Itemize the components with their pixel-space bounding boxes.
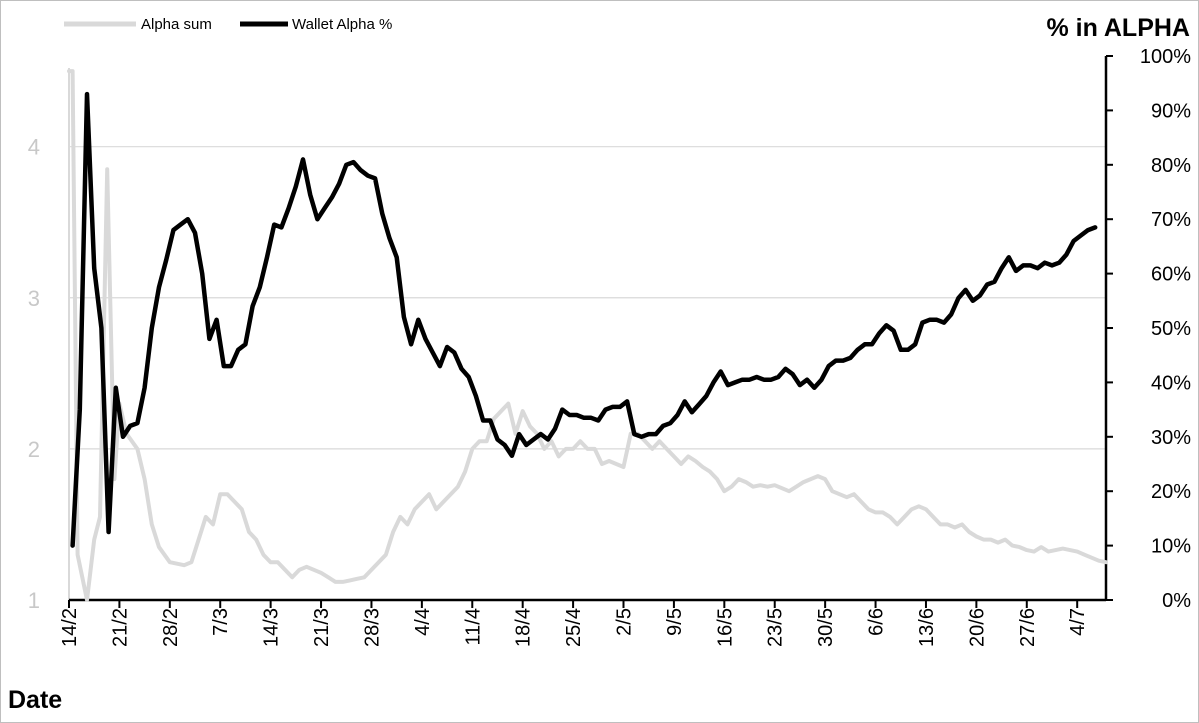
left-tick-label: 1 bbox=[28, 588, 40, 613]
x-tick-label: 27/6 bbox=[1017, 608, 1039, 647]
axes bbox=[68, 56, 1108, 602]
x-tick-label: 11/4 bbox=[462, 608, 484, 645]
x-tick-label: 13/6 bbox=[916, 608, 938, 647]
right-tick-label: 60% bbox=[1151, 264, 1191, 286]
x-tick-label: 28/3 bbox=[361, 608, 383, 647]
left-tick-label: 2 bbox=[28, 437, 40, 462]
x-tick-label: 16/5 bbox=[714, 608, 736, 647]
x-tick-label: 25/4 bbox=[563, 608, 585, 647]
right-tick-label: 20% bbox=[1151, 481, 1191, 503]
x-tick-label: 7/3 bbox=[210, 608, 232, 636]
x-tick-label: 6/6 bbox=[866, 608, 888, 636]
right-tick-label: 0% bbox=[1162, 590, 1191, 612]
right-tick-label: 40% bbox=[1151, 372, 1191, 394]
x-axis-ticks: 14/2 21/2 28/2 7/3 14/3 21/3 28/3 4/4 11/4 18/4 25… bbox=[59, 600, 1089, 647]
x-tick-label: 18/4 bbox=[513, 608, 535, 647]
left-tick-label: 3 bbox=[28, 286, 40, 311]
legend: Alpha sum Wallet Alpha % bbox=[64, 16, 392, 33]
right-tick-label: 100% bbox=[1140, 46, 1191, 68]
right-tick-label: 80% bbox=[1151, 155, 1191, 177]
right-tick-label: 90% bbox=[1151, 100, 1191, 122]
series bbox=[67, 69, 1108, 602]
right-axis-ticks: 0% 10% 20% 30% 40% 50% 60% 70% 80% 90% 100% bbox=[1106, 46, 1191, 612]
right-tick-label: 10% bbox=[1151, 536, 1191, 558]
x-tick-label: 4/7 bbox=[1067, 608, 1089, 636]
x-tick-label: 14/2 bbox=[59, 608, 81, 647]
right-axis-title: % in ALPHA bbox=[1046, 14, 1190, 42]
legend-label-alpha-sum: Alpha sum bbox=[141, 16, 212, 33]
gridlines bbox=[69, 146, 1106, 450]
series-line-wallet-alpha bbox=[70, 91, 1098, 548]
left-tick-label: 4 bbox=[28, 135, 40, 160]
x-tick-label: 20/6 bbox=[966, 608, 988, 647]
x-tick-label: 23/5 bbox=[765, 608, 787, 647]
x-tick-label: 14/3 bbox=[261, 608, 283, 647]
left-axis-ticks: 1 2 3 4 bbox=[28, 135, 40, 613]
right-tick-label: 70% bbox=[1151, 209, 1191, 231]
x-tick-label: 21/3 bbox=[311, 608, 333, 647]
x-axis-title: Date bbox=[8, 686, 62, 714]
x-tick-label: 30/5 bbox=[815, 608, 837, 647]
x-tick-label: 28/2 bbox=[160, 608, 182, 647]
x-tick-label: 9/5 bbox=[664, 608, 686, 636]
series-line-alpha-sum bbox=[67, 69, 1108, 602]
x-tick-label: 21/2 bbox=[109, 608, 131, 647]
right-tick-label: 50% bbox=[1151, 318, 1191, 340]
x-tick-label: 2/5 bbox=[614, 608, 636, 636]
legend-label-wallet-alpha: Wallet Alpha % bbox=[292, 16, 392, 33]
x-tick-label: 4/4 bbox=[412, 608, 434, 636]
right-tick-label: 30% bbox=[1151, 427, 1191, 449]
